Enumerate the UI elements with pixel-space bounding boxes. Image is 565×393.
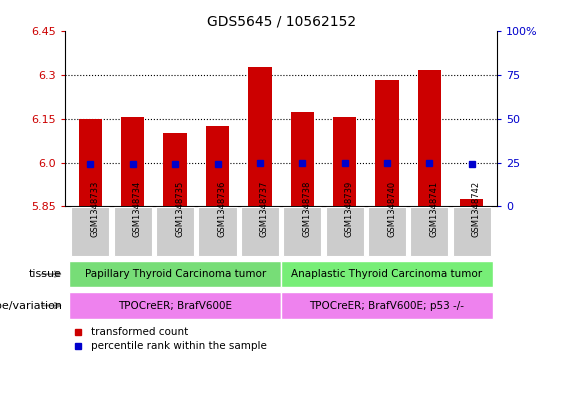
Text: GSM1348741: GSM1348741 — [429, 181, 438, 237]
Text: GSM1348740: GSM1348740 — [387, 181, 396, 237]
Bar — [248, 67, 272, 206]
Text: GSM1348739: GSM1348739 — [345, 181, 354, 237]
Text: GSM1348736: GSM1348736 — [218, 181, 227, 237]
Text: GSM1348737: GSM1348737 — [260, 181, 269, 237]
Bar — [375, 80, 399, 206]
Title: GDS5645 / 10562152: GDS5645 / 10562152 — [207, 15, 355, 29]
Text: GSM1348734: GSM1348734 — [133, 181, 142, 237]
Bar — [460, 199, 484, 206]
FancyBboxPatch shape — [325, 208, 364, 256]
FancyBboxPatch shape — [241, 208, 279, 256]
Text: Papillary Thyroid Carcinoma tumor: Papillary Thyroid Carcinoma tumor — [85, 269, 266, 279]
Bar — [418, 70, 441, 206]
Text: TPOCreER; BrafV600E; p53 -/-: TPOCreER; BrafV600E; p53 -/- — [310, 301, 464, 310]
Text: GSM1348742: GSM1348742 — [472, 181, 481, 237]
Bar — [333, 117, 357, 206]
Text: tissue: tissue — [29, 269, 62, 279]
FancyBboxPatch shape — [69, 292, 281, 319]
FancyBboxPatch shape — [283, 208, 321, 256]
Text: GSM1348738: GSM1348738 — [302, 181, 311, 237]
FancyBboxPatch shape — [198, 208, 237, 256]
FancyBboxPatch shape — [281, 292, 493, 319]
FancyBboxPatch shape — [453, 208, 491, 256]
Text: genotype/variation: genotype/variation — [0, 301, 62, 310]
Text: GSM1348733: GSM1348733 — [90, 181, 99, 237]
Text: TPOCreER; BrafV600E: TPOCreER; BrafV600E — [118, 301, 232, 310]
Bar — [79, 119, 102, 206]
FancyBboxPatch shape — [156, 208, 194, 256]
FancyBboxPatch shape — [281, 261, 493, 287]
Bar — [290, 112, 314, 206]
FancyBboxPatch shape — [368, 208, 406, 256]
FancyBboxPatch shape — [69, 261, 281, 287]
Bar — [206, 126, 229, 206]
Bar — [121, 117, 145, 206]
Text: percentile rank within the sample: percentile rank within the sample — [91, 342, 267, 351]
Text: Anaplastic Thyroid Carcinoma tumor: Anaplastic Thyroid Carcinoma tumor — [292, 269, 483, 279]
FancyBboxPatch shape — [114, 208, 152, 256]
FancyBboxPatch shape — [410, 208, 449, 256]
FancyBboxPatch shape — [71, 208, 110, 256]
Text: GSM1348735: GSM1348735 — [175, 181, 184, 237]
Bar — [163, 134, 187, 206]
Text: transformed count: transformed count — [91, 327, 188, 336]
